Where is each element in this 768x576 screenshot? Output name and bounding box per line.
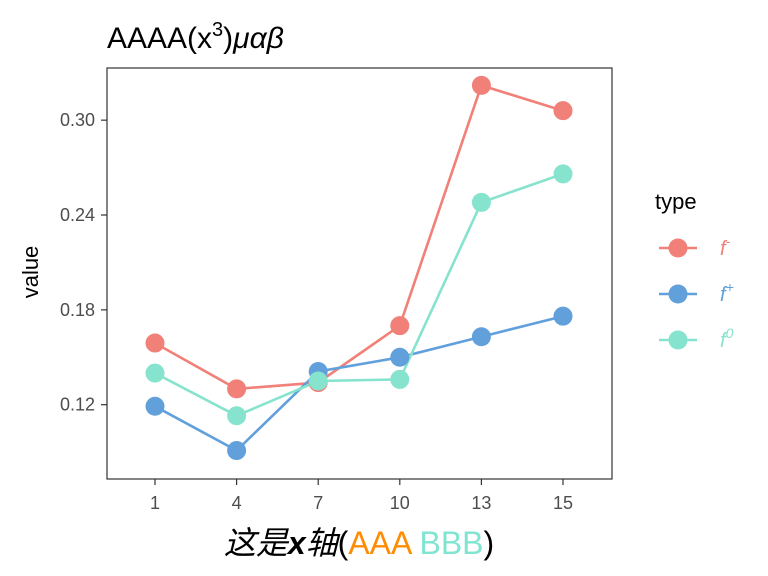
legend: type f-f+ f0 [655,189,734,352]
x-tick-label: 1 [150,493,160,513]
legend-marker [668,284,688,304]
data-point [553,306,573,326]
x-tick-label: 10 [390,493,410,513]
x-axis: 1 4 7 10 13 15 [150,479,573,513]
series-line-1 [154,314,564,453]
legend-marker [668,330,688,350]
data-point [471,327,491,347]
data-point [227,406,247,426]
legend-label: f- [720,233,731,260]
data-point [471,75,491,95]
x-tick-label: 4 [232,493,242,513]
data-point [145,333,165,353]
series-lines [154,83,564,453]
x-tick-label: 7 [313,493,323,513]
legend-label: f0 [720,325,734,352]
data-point [553,101,573,121]
x-label-part1: AAA [348,525,413,561]
data-point [471,192,491,212]
data-point [145,396,165,416]
legend-label: f+ [720,279,734,306]
x-tick-label: 15 [553,493,573,513]
y-tick-label: 0.30 [60,110,95,130]
data-point [145,363,165,383]
legend-marker [668,238,688,258]
data-point [553,164,573,184]
series-line-0 [154,83,564,391]
legend-title: type [655,189,697,214]
y-tick-label: 0.18 [60,300,95,320]
y-tick-label: 0.12 [60,395,95,415]
title-superscript: 3 [212,19,223,41]
data-point [227,379,247,399]
y-axis-label: value [18,246,43,299]
data-point [390,316,410,336]
x-tick-label: 13 [471,493,491,513]
chart-title: AAAA(x3)μαβ [107,19,284,55]
y-tick-label: 0.24 [60,205,95,225]
series-points [145,75,573,461]
series-line-2 [154,172,564,418]
data-point [390,369,410,389]
plot-panel [106,67,613,480]
x-axis-label: 这是x轴(AAA BBB) [224,525,494,561]
data-point [227,441,247,461]
data-point [390,347,410,367]
x-label-part2: BBB [419,525,483,561]
y-axis: 0.12 0.18 0.24 0.30 [60,110,107,415]
data-point [308,371,328,391]
